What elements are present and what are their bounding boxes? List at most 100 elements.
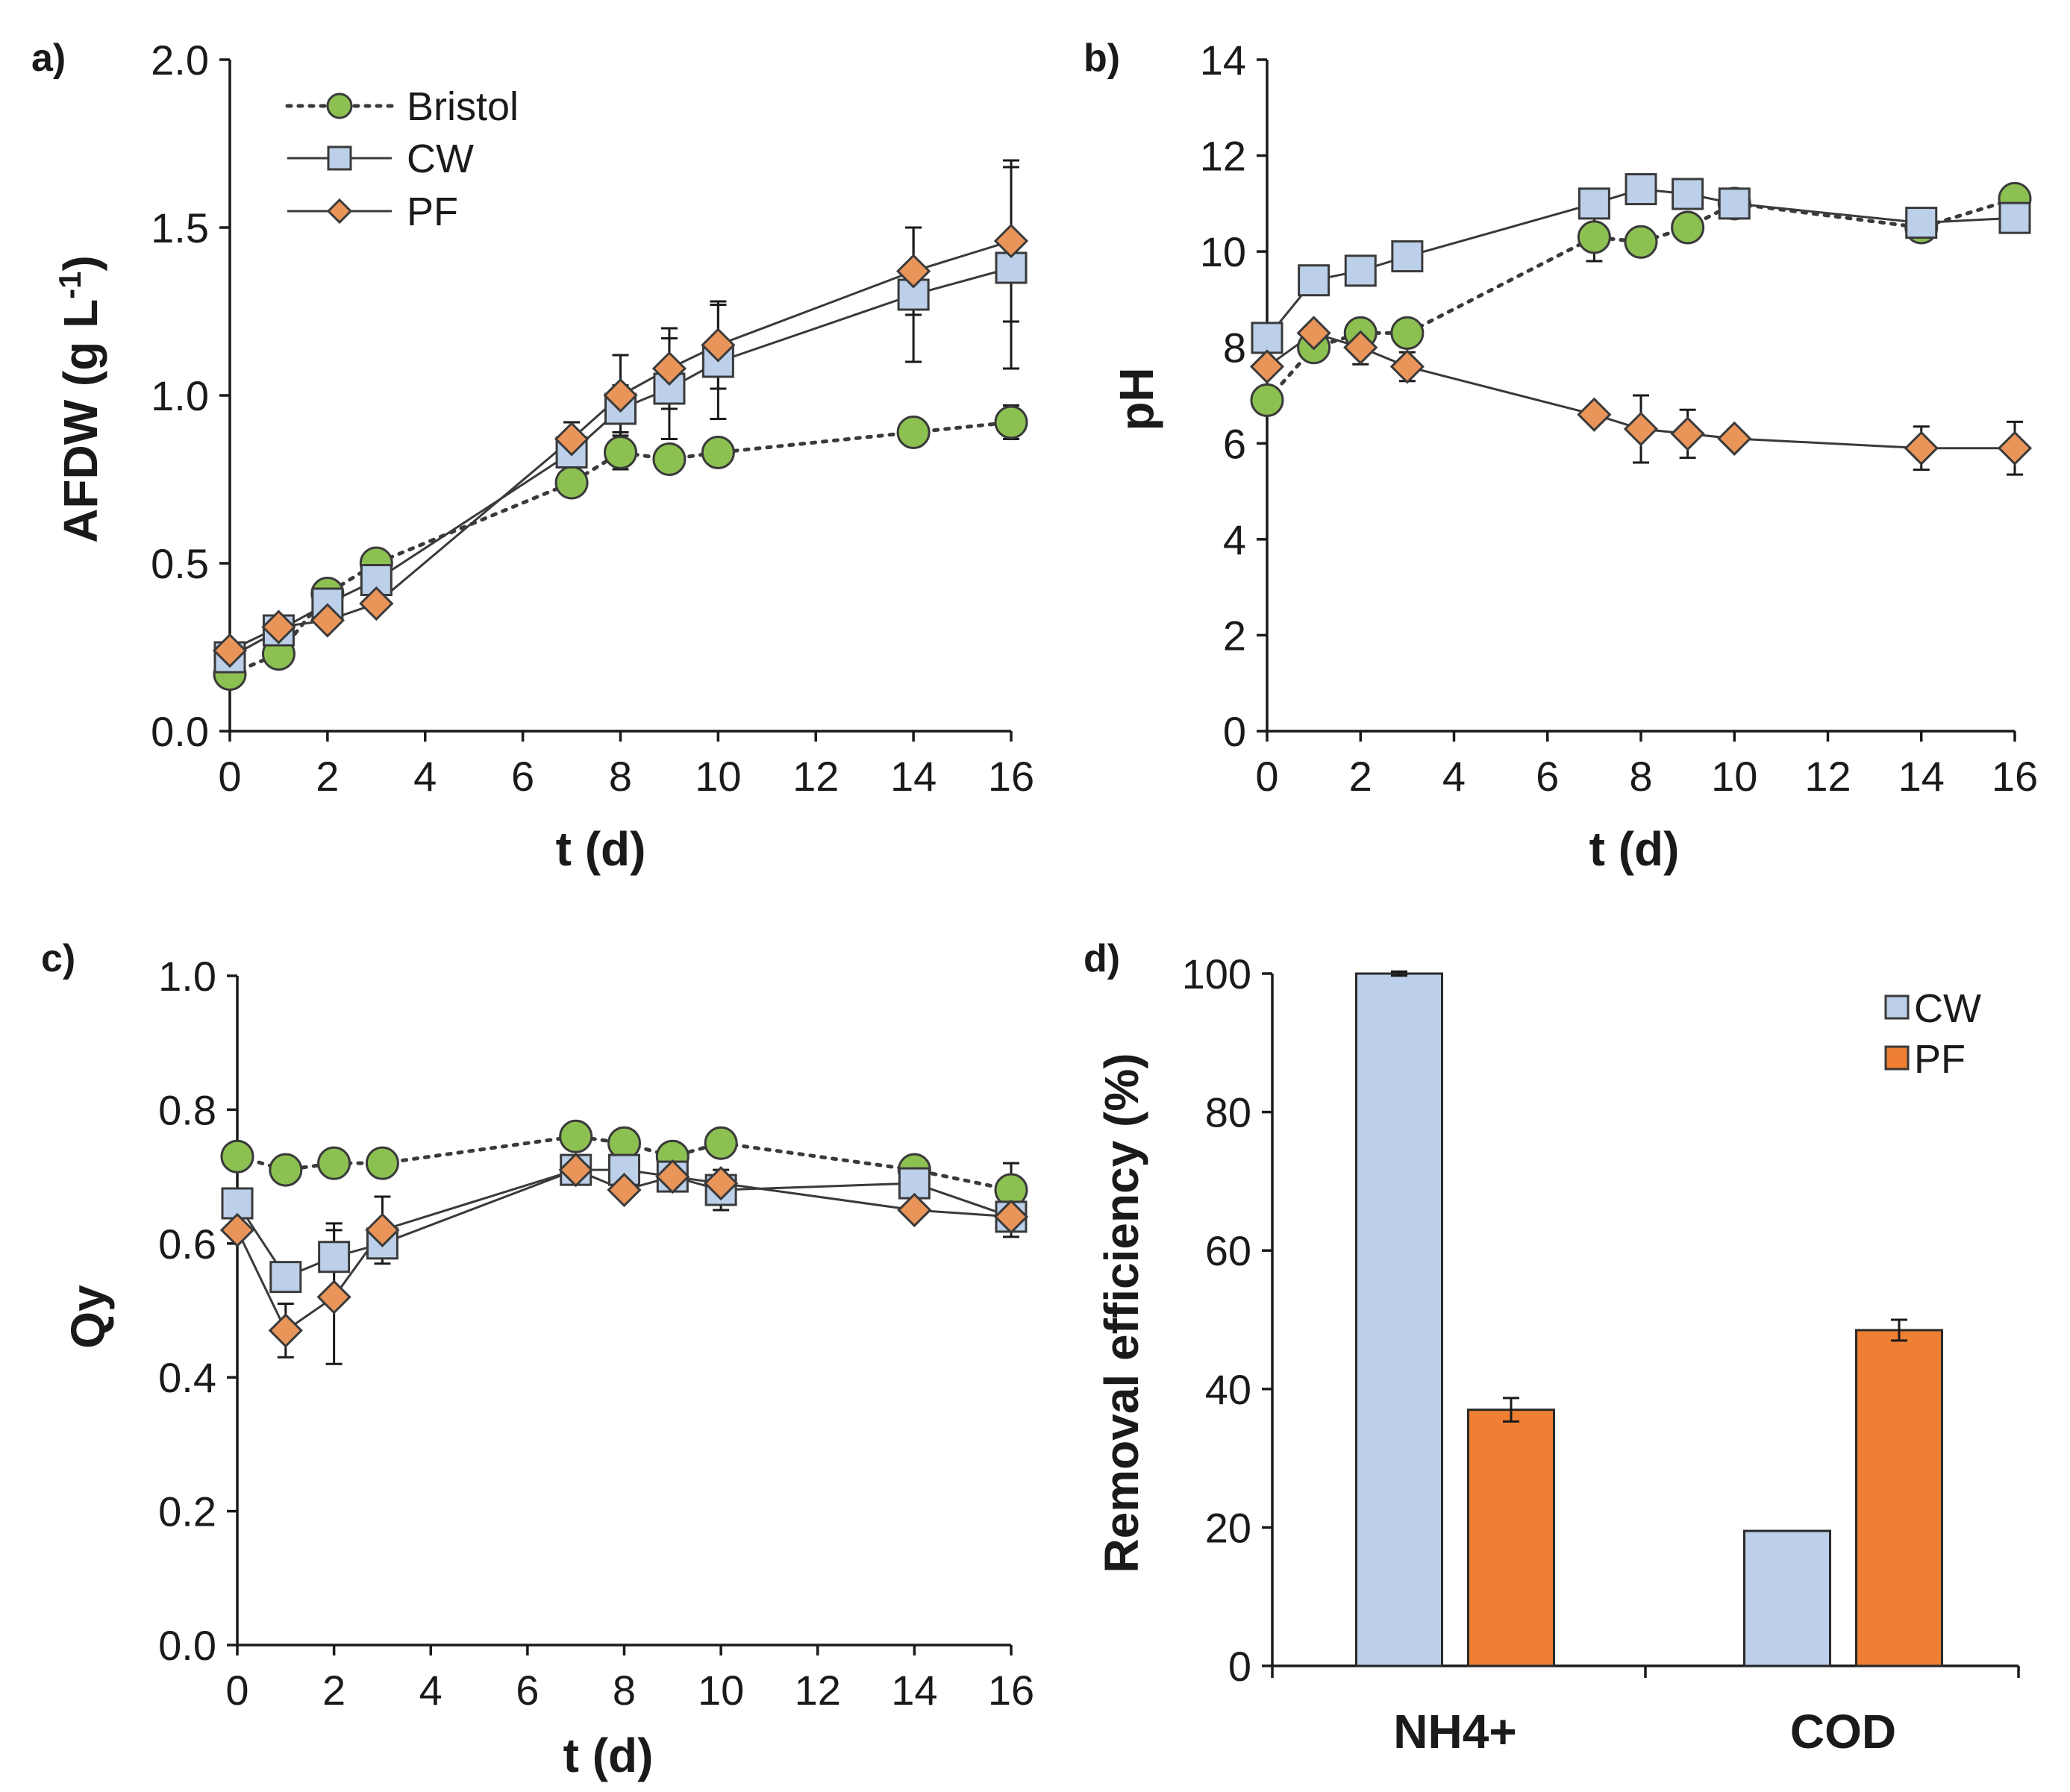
panel-a-y-tick-label: 0.5	[151, 540, 209, 587]
panel-a-axes: 0.0 0.5 1.0 1.5 2.0 0 2 4 6 8 10 12 14 16	[151, 37, 1034, 800]
panel-c-y-tick-label: 0.2	[158, 1488, 216, 1535]
panel-c-pf-point	[655, 1159, 690, 1194]
panel-b: b) 0 2 4 6 8 10 12 14 0 2 4 6 8 10 12 14 16 t (d) pH	[1084, 37, 2038, 876]
panel-c-y-tick-label: 0.4	[158, 1354, 216, 1401]
panel-c-x-tick-label: 14	[891, 1667, 937, 1714]
panel-a-x-tick-label: 16	[988, 753, 1034, 800]
panel-a-pf-point	[310, 603, 345, 638]
legend-bristol-label: Bristol	[407, 84, 519, 129]
panel-c-x-tick-label: 8	[613, 1667, 636, 1714]
panel-a-x-axis-title: t (d)	[556, 822, 646, 876]
panel-b-y-tick-label: 0	[1223, 708, 1246, 755]
panel-a-label: a)	[31, 37, 66, 80]
panel-d-axes: 0 20 40 60 80 100 NH4+ COD	[1182, 950, 2020, 1758]
panel-a-bristol-point	[896, 416, 931, 449]
legend-entry-cw: CW	[287, 137, 474, 181]
panel-c-pf-point	[316, 1279, 351, 1315]
panel-d-y-tick-label: 20	[1205, 1504, 1251, 1551]
panel-b-cw-point	[1344, 254, 1377, 287]
panel-b-cw-point	[1298, 264, 1331, 297]
panel-a-y-title-sup: -1	[52, 271, 87, 298]
panel-a-x-tick-label: 12	[792, 753, 839, 800]
panel-b-pf-point	[1577, 397, 1612, 432]
panel-b-bristol-point	[1250, 383, 1284, 417]
panel-b-cw-point	[1905, 207, 1938, 239]
panel-b-cw-point	[1577, 187, 1610, 220]
panel-c-pf-point	[897, 1192, 932, 1228]
panel-c-y-tick-label: 0.8	[158, 1086, 216, 1133]
panel-c-bristol-point	[317, 1146, 351, 1180]
panel-b-pf-point	[1670, 416, 1705, 451]
panel-c-cw-line	[236, 1168, 1012, 1279]
legend-entry-pf: PF	[287, 189, 458, 234]
legend-d-cw-swatch	[1884, 994, 1910, 1020]
panel-c-bristol-point	[220, 1139, 254, 1174]
panel-c-bristol-point	[365, 1146, 399, 1180]
panel-b-x-tick-label: 0	[1255, 753, 1278, 800]
panel-b-bristol-point	[1671, 210, 1705, 245]
panel-a-x-tick-label: 8	[609, 753, 632, 800]
panel-d-label: d)	[1084, 937, 1120, 980]
panel-b-x-tick-label: 12	[1804, 753, 1851, 800]
panel-d-y-tick-label: 0	[1228, 1643, 1251, 1690]
legend-d-pf-label: PF	[1914, 1037, 1966, 1082]
panel-c-x-axis-title: t (d)	[563, 1729, 654, 1782]
panel-c-y-axis-title: Qy	[61, 1285, 115, 1349]
panel-a-y-title-main: AFDW (g L	[54, 299, 107, 543]
legend-pf-marker	[326, 198, 353, 225]
panel-a-x-tick-label: 6	[511, 753, 534, 800]
panel-b-cw-point	[1718, 187, 1751, 220]
panel-c-x-tick-label: 16	[988, 1667, 1034, 1714]
panel-b-bristol-point	[1624, 225, 1658, 259]
legend-d-pf-swatch	[1884, 1045, 1910, 1071]
panel-b-cw-point	[1625, 173, 1657, 206]
legend-d-cw-label: CW	[1914, 986, 1981, 1031]
panel-a-y-tick-label: 0.0	[151, 708, 209, 755]
panel-b-x-tick-label: 4	[1442, 753, 1466, 800]
panel-b-y-tick-label: 2	[1223, 612, 1246, 659]
panel-c-cw-point	[269, 1261, 302, 1294]
panel-d-y-tick-label: 60	[1205, 1227, 1251, 1274]
legend-entry-bristol: Bristol	[285, 84, 519, 129]
panel-c-pf-point	[704, 1165, 739, 1201]
panel-a-pf-point	[603, 377, 638, 413]
panel-b-cw-point	[1251, 322, 1283, 354]
panel-c-bristol-point	[269, 1153, 303, 1187]
panel-d-y-tick-label: 100	[1182, 950, 1251, 997]
panel-a-pf-point	[651, 351, 687, 386]
panel-d-y-axis-title: Removal efficiency (%)	[1095, 1053, 1148, 1573]
panel-b-x-axis-title: t (d)	[1589, 822, 1680, 876]
legend-pf-label: PF	[407, 189, 458, 234]
panel-d-bar-cw-nh4	[1355, 972, 1443, 1667]
panel-a-y-title-tail: )	[54, 255, 107, 271]
panel-b-pf-point	[1904, 430, 1939, 466]
panel-b-axes: 0 2 4 6 8 10 12 14 0 2 4 6 8 10 12 14 16	[1200, 37, 2038, 800]
panel-c-pf-point	[607, 1172, 642, 1208]
panel-a-pf-point	[701, 328, 736, 363]
panel-c-bristol-point	[559, 1119, 593, 1153]
panel-a-pf-point	[896, 254, 931, 289]
panel-a-y-tick-label: 1.0	[151, 372, 209, 419]
panel-a-pf-point	[212, 633, 248, 668]
panel-b-x-tick-label: 16	[1992, 753, 2038, 800]
panel-a-x-tick-label: 4	[413, 753, 437, 800]
panel-d-bar-pf-nh4	[1467, 1409, 1555, 1667]
panel-d-bar-cw-cod	[1743, 1529, 1831, 1667]
panel-a-series	[212, 159, 1029, 691]
panel-c-label: c)	[41, 937, 75, 980]
panel-b-y-tick-label: 10	[1200, 228, 1246, 275]
panel-d-category-label: NH4+	[1393, 1705, 1516, 1758]
panel-b-pf-point	[1249, 349, 1285, 384]
panel-a-pf-point	[261, 610, 296, 645]
panel-c-x-tick-label: 10	[698, 1667, 744, 1714]
panel-b-pf-point	[1623, 411, 1659, 447]
panel-d-bar-pf-cod	[1855, 1329, 1943, 1667]
panel-a-y-tick-label: 1.5	[151, 204, 209, 251]
panel-b-y-tick-label: 6	[1223, 420, 1246, 467]
panel-b-bristol-point	[1390, 316, 1425, 350]
panel-c-series	[219, 1119, 1029, 1365]
panel-b-label: b)	[1084, 37, 1120, 80]
panel-a-x-tick-label: 2	[316, 753, 339, 800]
legend-cw-label: CW	[407, 137, 474, 181]
